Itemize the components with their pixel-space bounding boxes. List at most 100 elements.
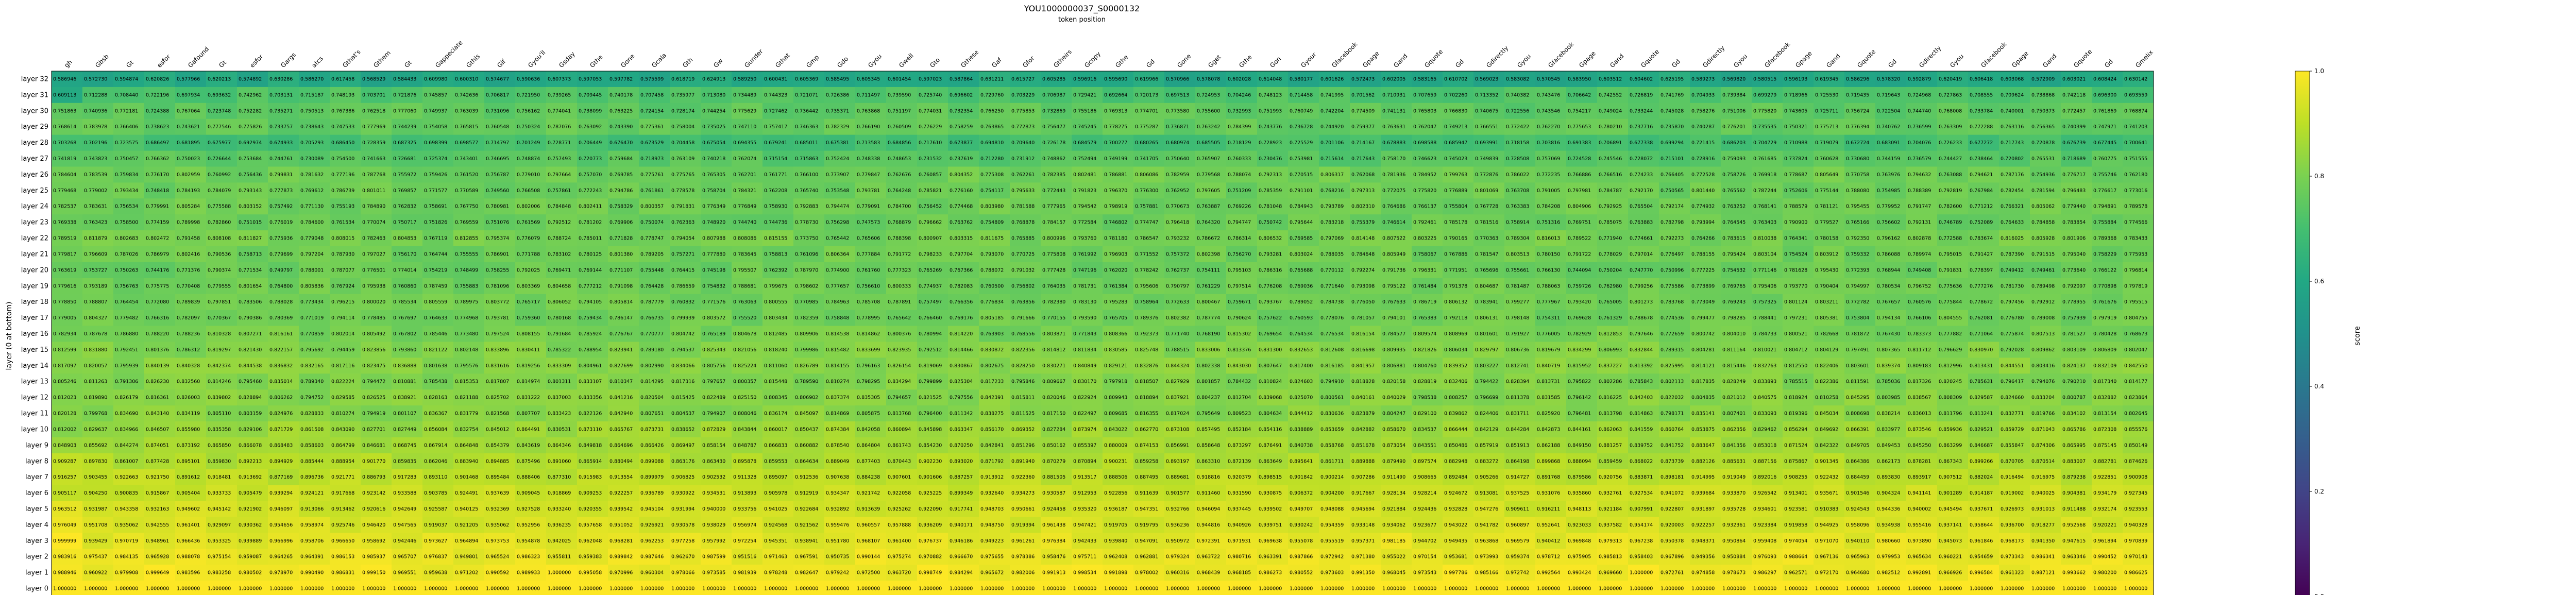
cell-value-label: 0.776717: [2062, 172, 2086, 178]
cell-value-label: 0.832165: [300, 363, 324, 369]
cell-value-label: 0.760749: [1290, 108, 1313, 114]
row-label: layer 5: [25, 505, 48, 513]
heatmap-cell: [1350, 118, 1381, 135]
cell-value-label: 0.775144: [1815, 188, 1838, 194]
cell-value-label: 0.933240: [548, 506, 571, 512]
cell-value-label: 0.605285: [1042, 76, 1065, 82]
cell-value-label: 0.952641: [1537, 522, 1560, 528]
cell-value-label: 0.807707: [517, 411, 540, 417]
cell-value-label: 0.772588: [1939, 236, 1962, 242]
cell-value-label: 0.808366: [1104, 331, 1127, 337]
heatmap-cell: [453, 118, 485, 135]
cell-value-label: 1.000000: [1660, 586, 1684, 592]
cell-value-label: 0.974858: [1691, 570, 1715, 576]
cell-value-label: 0.751826: [424, 220, 447, 226]
cell-value-label: 0.736442: [795, 108, 818, 114]
heatmap-cell: [1473, 87, 1505, 104]
cell-value-label: 0.817150: [1042, 411, 1065, 417]
cell-value-label: 0.933733: [208, 490, 231, 496]
cell-value-label: 0.812855: [455, 236, 478, 242]
cell-value-label: 0.676739: [2062, 140, 2086, 146]
cell-value-label: 0.754500: [331, 156, 354, 162]
cell-value-label: 0.698588: [1413, 140, 1436, 146]
cell-value-label: 0.693559: [2124, 92, 2147, 98]
cell-value-label: 0.767064: [177, 108, 200, 114]
heatmap-cell: [1628, 71, 1659, 88]
cell-value-label: 0.955811: [548, 554, 571, 560]
row-label: layer 10: [21, 426, 48, 433]
cell-value-label: 0.793420: [1568, 299, 1591, 305]
cell-value-label: 0.831880: [84, 347, 107, 353]
cell-value-label: 0.789368: [2093, 236, 2116, 242]
cell-value-label: 0.958692: [362, 538, 385, 544]
cell-value-label: 0.776201: [1722, 124, 1745, 130]
cell-value-label: 0.850149: [2124, 443, 2147, 448]
cell-value-label: 0.782385: [1042, 172, 1065, 178]
heatmap-cell: [1443, 87, 1474, 104]
heatmap-cell: [886, 71, 918, 88]
cell-value-label: 0.676470: [609, 140, 633, 146]
cell-value-label: 0.802416: [177, 251, 200, 257]
heatmap-cell: [1721, 118, 1752, 135]
heatmap-cell: [1906, 87, 1938, 104]
cell-value-label: 0.882126: [1691, 458, 1715, 464]
cell-value-label: 0.950972: [1166, 538, 1189, 544]
cell-value-label: 1.000000: [1908, 586, 1931, 592]
cell-value-label: 0.971463: [764, 554, 787, 560]
cell-value-label: 0.845097: [795, 411, 818, 417]
cell-value-label: 0.992564: [1537, 570, 1560, 576]
cell-value-label: 0.803152: [239, 204, 262, 210]
cell-value-label: 0.788155: [1691, 251, 1715, 257]
cell-value-label: 0.909611: [1506, 506, 1529, 512]
cell-value-label: 0.758691: [424, 204, 447, 210]
cell-value-label: 0.708440: [115, 92, 138, 98]
row-label: layer 31: [21, 91, 48, 99]
cell-value-label: 0.795576: [455, 363, 478, 369]
cell-value-label: 0.938029: [702, 522, 725, 528]
cell-value-label: 0.955416: [1908, 522, 1931, 528]
cell-value-label: 1.000000: [2031, 586, 2055, 592]
cell-value-label: 0.913517: [1073, 474, 1096, 480]
cell-value-label: 0.957992: [702, 538, 725, 544]
cell-value-label: 0.892016: [1753, 474, 1776, 480]
cell-value-label: 0.812996: [1939, 363, 1962, 369]
cell-value-label: 0.795939: [115, 363, 138, 369]
cell-value-label: 0.936209: [919, 522, 942, 528]
cell-value-label: 0.909253: [579, 490, 602, 496]
cell-value-label: 0.930242: [1290, 522, 1313, 528]
heatmap-cell: [1597, 87, 1629, 104]
cell-value-label: 0.934273: [1011, 490, 1035, 496]
cell-value-label: 0.740382: [1506, 92, 1529, 98]
cell-value-label: 0.874051: [146, 443, 169, 448]
cell-value-label: 0.797313: [1351, 188, 1375, 194]
cell-value-label: 0.717610: [919, 140, 942, 146]
cell-value-label: 0.947276: [1475, 506, 1498, 512]
cell-value-label: 0.773016: [2124, 188, 2147, 194]
heatmap-cell: [515, 134, 547, 151]
cell-value-label: 0.759834: [115, 172, 138, 178]
cell-value-label: 0.815425: [671, 395, 694, 401]
cell-value-label: 0.715614: [1320, 156, 1344, 162]
cell-value-label: 0.993662: [2062, 570, 2086, 576]
cell-value-label: 0.783631: [84, 204, 107, 210]
cell-value-label: 0.802959: [177, 172, 200, 178]
cell-value-label: 0.921205: [455, 522, 478, 528]
cell-value-label: 0.956974: [733, 522, 756, 528]
cell-value-label: 0.976384: [1042, 538, 1065, 544]
heatmap-cell: [515, 118, 547, 135]
cell-value-label: 0.832844: [1630, 347, 1653, 353]
cell-value-label: 0.782600: [1939, 204, 1962, 210]
cell-value-label: 0.748862: [1042, 156, 1065, 162]
column-label: Gdo: [836, 55, 850, 69]
cell-value-label: 0.873110: [579, 427, 602, 432]
cell-value-label: 0.754058: [424, 124, 447, 130]
cell-value-label: 0.589273: [1691, 76, 1715, 82]
cell-value-label: 0.794907: [702, 411, 725, 417]
cell-value-label: 0.805875: [857, 411, 880, 417]
heatmap-cell: [2030, 118, 2061, 135]
cell-value-label: 0.790900: [1784, 220, 1807, 226]
cell-value-label: 0.840575: [1753, 395, 1776, 401]
cell-value-label: 0.873739: [1660, 458, 1684, 464]
heatmap-cell: [701, 71, 732, 88]
cell-value-label: 0.824137: [2062, 363, 2086, 369]
